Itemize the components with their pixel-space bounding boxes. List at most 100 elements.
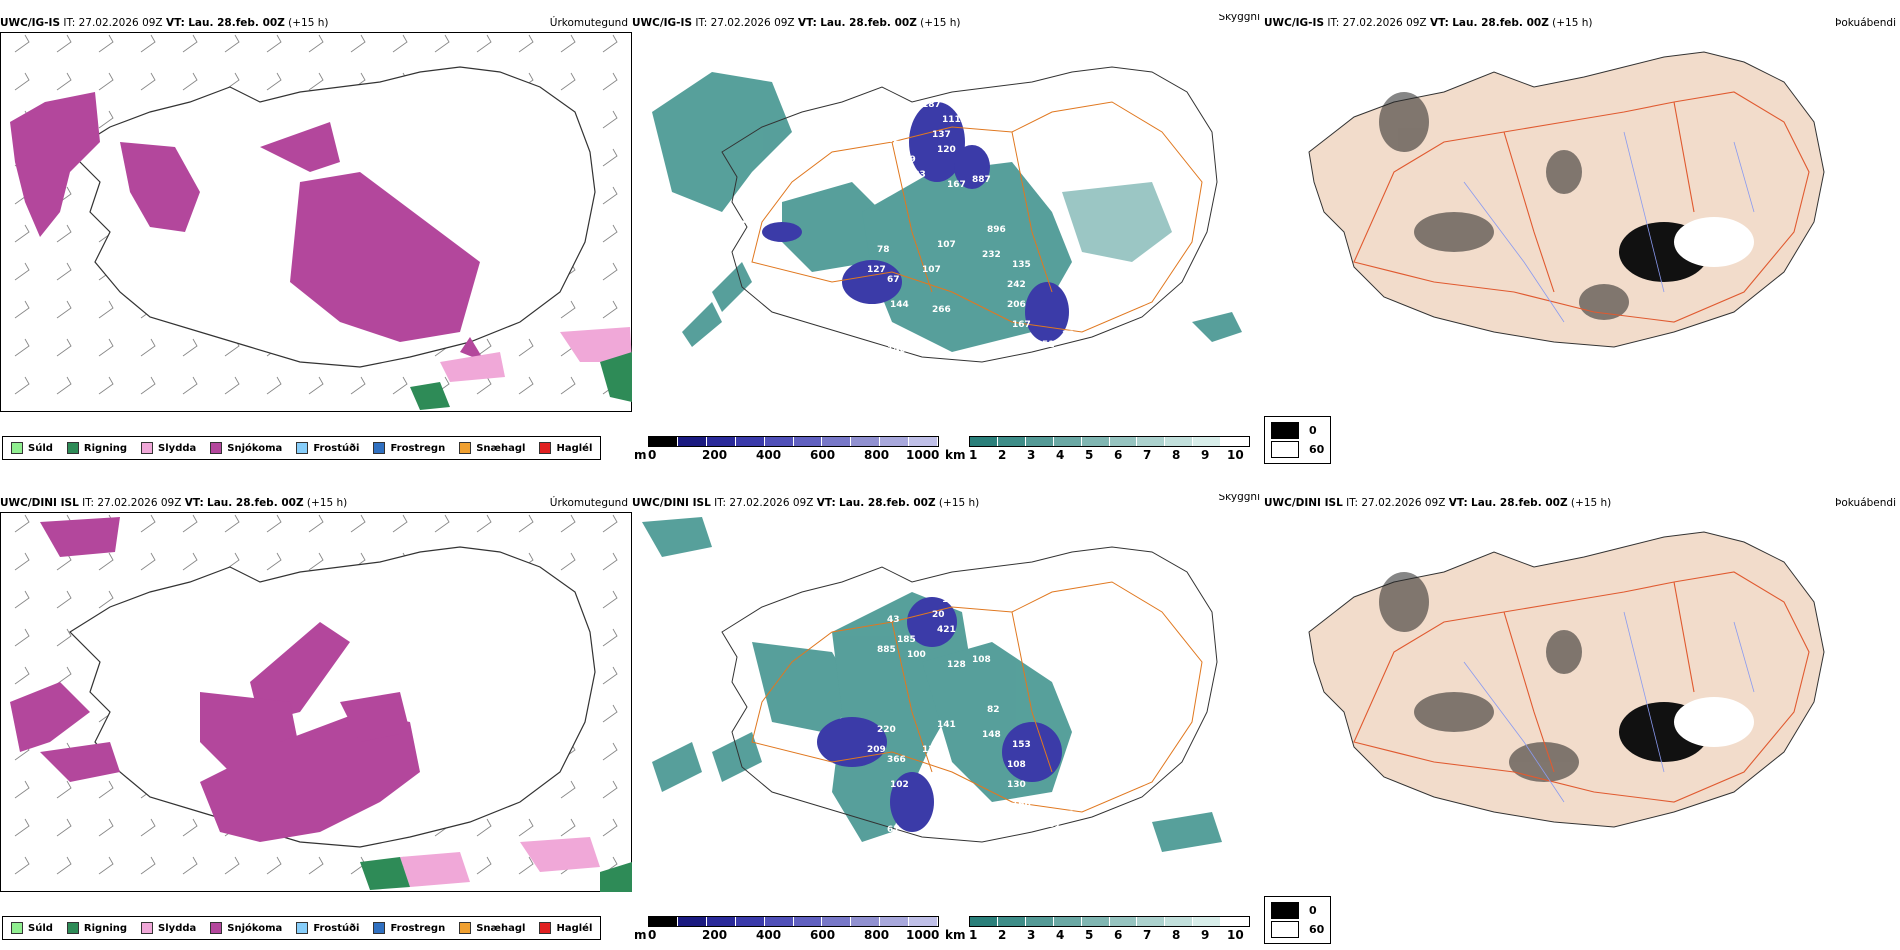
visibility-value-label: 10 bbox=[687, 225, 700, 235]
sleet-areas bbox=[440, 327, 632, 382]
colorbar-swatch bbox=[851, 917, 881, 926]
wind-barb bbox=[308, 376, 324, 395]
visibility-blue-areas bbox=[762, 102, 1069, 342]
visibility-value-label: 120 bbox=[937, 145, 956, 155]
wind-barb bbox=[140, 552, 156, 571]
visibility-teal-areas bbox=[652, 72, 1242, 352]
wind-barb bbox=[182, 376, 198, 395]
fog-legend-label: 60 bbox=[1309, 923, 1325, 936]
fog-legend-label: 0 bbox=[1309, 424, 1317, 437]
wind-barb bbox=[182, 552, 198, 571]
colorbar-unit: m bbox=[634, 448, 647, 462]
visibility-value-label: 67 bbox=[887, 825, 900, 835]
wind-barb bbox=[224, 376, 240, 395]
wind-barb bbox=[602, 300, 618, 319]
visibility-value-label: 106 bbox=[687, 705, 706, 715]
visibility-value-label: 239 bbox=[897, 155, 916, 165]
colorbar-ticks: m 0 200 400 600 800 1000 bbox=[634, 447, 939, 462]
wind-barb bbox=[560, 300, 576, 319]
visibility-value-label: 82 bbox=[987, 705, 1000, 715]
vt-label: VT: bbox=[184, 497, 204, 509]
fog-map bbox=[1308, 531, 1825, 828]
legend-item: Slydda bbox=[141, 442, 196, 454]
colorbar-strip bbox=[969, 436, 1250, 447]
fog-rivers bbox=[1463, 131, 1755, 323]
wind-barb bbox=[602, 514, 618, 533]
wind-barb bbox=[14, 514, 30, 533]
legend-label: Snjókoma bbox=[227, 442, 283, 454]
rain-areas bbox=[360, 857, 632, 892]
colorbar-tick: 4 bbox=[1056, 928, 1065, 942]
colorbar-swatch bbox=[909, 917, 939, 926]
precip-map bbox=[0, 512, 632, 892]
wind-barb bbox=[140, 818, 156, 837]
colorbar-swatch bbox=[997, 437, 1026, 446]
wind-barb bbox=[98, 72, 114, 91]
legend-label: Frostregn bbox=[390, 922, 446, 934]
visibility-value-label: 38 bbox=[707, 223, 720, 233]
wind-barb bbox=[560, 552, 576, 571]
colorbar-km: km 1 2 3 4 5 6 7 8 9 10 bbox=[945, 436, 1250, 462]
wind-barb bbox=[602, 552, 618, 571]
legend-swatch bbox=[373, 442, 386, 454]
visibility-value-label: 887 bbox=[972, 175, 991, 185]
colorbar-tick: 8 bbox=[1172, 448, 1181, 462]
wind-barb bbox=[434, 34, 450, 53]
lead-time: (+15 h) bbox=[288, 17, 329, 29]
colorbar-km: km 1 2 3 4 5 6 7 8 9 10 bbox=[945, 916, 1250, 942]
fog-legend-row: 0 bbox=[1271, 901, 1324, 920]
visibility-value-label: 885 bbox=[877, 645, 896, 655]
fog-map bbox=[1308, 51, 1825, 348]
colorbar-swatch bbox=[1081, 917, 1110, 926]
precip-legend: Súld Rigning Slydda Snjókoma Frostúði Fr… bbox=[2, 436, 602, 460]
legend-item: Frostregn bbox=[373, 922, 445, 934]
wind-barb bbox=[602, 666, 618, 685]
wind-barb bbox=[350, 514, 366, 533]
lead-time: (+15 h) bbox=[938, 497, 980, 509]
wind-barb bbox=[56, 262, 72, 281]
legend-swatch bbox=[210, 442, 223, 454]
wind-barb bbox=[56, 34, 72, 53]
legend-label: Snjókoma bbox=[227, 922, 283, 934]
snow-areas bbox=[10, 92, 485, 362]
legend-item: Haglél bbox=[539, 442, 592, 454]
legend-swatch bbox=[459, 922, 472, 934]
colorbar-swatch bbox=[851, 437, 881, 446]
wind-barb bbox=[140, 338, 156, 357]
visibility-value-label: 206 bbox=[1007, 300, 1026, 310]
legend-label: Súld bbox=[28, 442, 53, 454]
wind-barb bbox=[602, 186, 618, 205]
lead-time: (+15 h) bbox=[306, 497, 348, 509]
legend-label: Slydda bbox=[158, 922, 197, 934]
visibility-value-label: 144 bbox=[890, 300, 909, 310]
visibility-value-label: 141 bbox=[937, 720, 956, 730]
fog-swatch bbox=[1271, 441, 1299, 458]
wind-barb bbox=[14, 262, 30, 281]
vt-value: Lau. 28.feb. 00Z bbox=[188, 17, 285, 29]
colorbar-tick: 6 bbox=[1114, 928, 1123, 942]
wind-barb bbox=[476, 376, 492, 395]
panel-header: UWC/DINI ISL IT: 27.02.2026 09Z VT: Lau.… bbox=[632, 494, 1264, 512]
visibility-value-label: 421 bbox=[937, 625, 956, 635]
colorbar-tick: 7 bbox=[1143, 928, 1152, 942]
legend-swatch bbox=[296, 922, 309, 934]
visibility-value-label: 111 bbox=[942, 115, 961, 125]
colorbar-unit: m bbox=[634, 928, 647, 942]
wind-barb bbox=[98, 780, 114, 799]
legend-item: Súld bbox=[11, 442, 53, 454]
colorbar-swatch bbox=[822, 917, 852, 926]
colorbar-tick: 10 bbox=[1227, 928, 1244, 942]
wind-barb bbox=[98, 856, 114, 875]
colorbar-strip bbox=[648, 916, 939, 927]
visibility-value-label: 130 bbox=[1007, 780, 1026, 790]
colorbar-tick: 800 bbox=[864, 448, 890, 462]
colorbar-swatch bbox=[880, 437, 910, 446]
wind-barb bbox=[560, 34, 576, 53]
panel-header: UWC/DINI ISL IT: 27.02.2026 09Z VT: Lau.… bbox=[1264, 494, 1900, 512]
vt-value: Lau. 28.feb. 00Z bbox=[1452, 17, 1549, 29]
visibility-value-label: 107 bbox=[922, 265, 941, 275]
visibility-value-label: 981 bbox=[1042, 820, 1061, 830]
visibility-value-label: 153 bbox=[727, 220, 746, 230]
legend-label: Frostúði bbox=[313, 922, 360, 934]
